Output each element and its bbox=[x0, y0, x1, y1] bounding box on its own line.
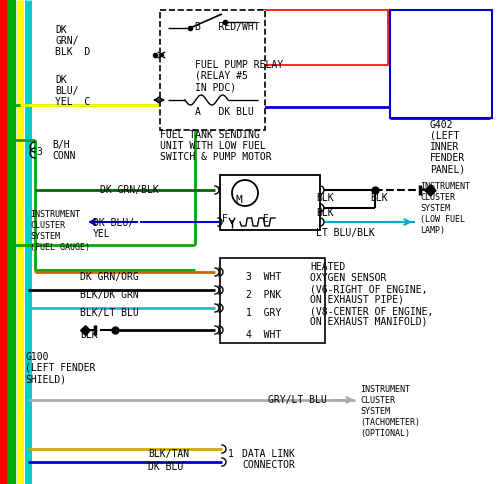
Text: CLUSTER: CLUSTER bbox=[30, 221, 65, 230]
Text: SYSTEM: SYSTEM bbox=[30, 232, 60, 241]
Bar bbox=[220, 175, 320, 230]
Text: BLK: BLK bbox=[316, 193, 334, 203]
Text: INNER: INNER bbox=[430, 142, 460, 152]
Text: 3: 3 bbox=[36, 147, 42, 157]
Text: FUEL TANK SENDING: FUEL TANK SENDING bbox=[160, 130, 260, 140]
Text: CLUSTER: CLUSTER bbox=[360, 396, 395, 405]
Text: (FUEL GAUGE): (FUEL GAUGE) bbox=[30, 243, 90, 252]
Bar bbox=[160, 10, 265, 130]
Text: LAMP): LAMP) bbox=[420, 226, 445, 235]
Text: IN PDC): IN PDC) bbox=[195, 82, 236, 92]
Text: INSTRUMENT: INSTRUMENT bbox=[360, 385, 410, 394]
Text: DK GRN/ORG: DK GRN/ORG bbox=[80, 272, 139, 282]
Text: DK: DK bbox=[55, 25, 67, 35]
Text: 3  WHT: 3 WHT bbox=[246, 272, 281, 282]
Text: GRN/: GRN/ bbox=[55, 36, 78, 46]
Text: 4  WHT: 4 WHT bbox=[246, 330, 281, 340]
Text: F: F bbox=[222, 214, 228, 224]
Text: DK BLU: DK BLU bbox=[148, 462, 183, 472]
Text: A   DK BLU: A DK BLU bbox=[195, 107, 254, 117]
Bar bbox=[390, 10, 492, 118]
Bar bbox=[258, 10, 388, 65]
Text: DK: DK bbox=[55, 75, 67, 85]
Text: CONNECTOR: CONNECTOR bbox=[242, 460, 295, 470]
Text: B/H: B/H bbox=[52, 140, 70, 150]
Text: (LOW FUEL: (LOW FUEL bbox=[420, 215, 465, 224]
Text: GRY/LT BLU: GRY/LT BLU bbox=[268, 395, 327, 405]
Text: E: E bbox=[262, 214, 268, 224]
Text: UNIT WITH LOW FUEL: UNIT WITH LOW FUEL bbox=[160, 141, 266, 151]
Text: (RELAY #5: (RELAY #5 bbox=[195, 71, 248, 81]
Text: SHIELD): SHIELD) bbox=[25, 374, 66, 384]
Text: YEL: YEL bbox=[93, 229, 110, 239]
Text: SYSTEM: SYSTEM bbox=[360, 407, 390, 416]
Text: G100: G100 bbox=[25, 352, 48, 362]
Text: FUEL PUMP RELAY: FUEL PUMP RELAY bbox=[195, 60, 283, 70]
Text: BLK/TAN: BLK/TAN bbox=[148, 449, 189, 459]
Text: BLK  D: BLK D bbox=[55, 47, 90, 57]
Text: M: M bbox=[236, 195, 243, 205]
Text: (OPTIONAL): (OPTIONAL) bbox=[360, 429, 410, 438]
Text: (LEFT FENDER: (LEFT FENDER bbox=[25, 363, 96, 373]
Text: (TACHOMETER): (TACHOMETER) bbox=[360, 418, 420, 427]
Bar bbox=[220, 258, 325, 343]
Text: 2  PNK: 2 PNK bbox=[246, 290, 281, 300]
Text: DK GRN/BLK: DK GRN/BLK bbox=[100, 185, 159, 195]
Text: (V8-CENTER OF ENGINE,: (V8-CENTER OF ENGINE, bbox=[310, 306, 434, 316]
Text: G402: G402 bbox=[430, 120, 454, 130]
Text: CONN: CONN bbox=[52, 151, 76, 161]
Text: INSTRUMENT: INSTRUMENT bbox=[420, 182, 470, 191]
Text: PANEL): PANEL) bbox=[430, 164, 465, 174]
Text: YEL  C: YEL C bbox=[55, 97, 90, 107]
Text: 1  GRY: 1 GRY bbox=[246, 308, 281, 318]
Text: BLK: BLK bbox=[316, 208, 334, 218]
Text: LT BLU/BLK: LT BLU/BLK bbox=[316, 228, 375, 238]
Text: BLK/LT BLU: BLK/LT BLU bbox=[80, 308, 139, 318]
Text: SWITCH & PUMP MOTOR: SWITCH & PUMP MOTOR bbox=[160, 152, 272, 162]
Text: FENDER: FENDER bbox=[430, 153, 465, 163]
Text: BLK: BLK bbox=[370, 193, 388, 203]
Text: DATA LINK: DATA LINK bbox=[242, 449, 295, 459]
Text: (V6-RIGHT OF ENGINE,: (V6-RIGHT OF ENGINE, bbox=[310, 284, 428, 294]
Text: CLUSTER: CLUSTER bbox=[420, 193, 455, 202]
Text: BLK/DK GRN: BLK/DK GRN bbox=[80, 290, 139, 300]
Text: HEATED: HEATED bbox=[310, 262, 345, 272]
Text: (LEFT: (LEFT bbox=[430, 131, 460, 141]
Text: ON EXHAUST PIPE): ON EXHAUST PIPE) bbox=[310, 295, 404, 305]
Text: ON EXHAUST MANIFOLD): ON EXHAUST MANIFOLD) bbox=[310, 317, 428, 327]
Text: SYSTEM: SYSTEM bbox=[420, 204, 450, 213]
Text: 1: 1 bbox=[228, 449, 234, 459]
Text: DK BLU/: DK BLU/ bbox=[93, 218, 134, 228]
Text: INSTRUMENT: INSTRUMENT bbox=[30, 210, 80, 219]
Text: BLU/: BLU/ bbox=[55, 86, 78, 96]
Text: OXYGEN SENSOR: OXYGEN SENSOR bbox=[310, 273, 386, 283]
Text: B   RED/WHT: B RED/WHT bbox=[195, 22, 260, 32]
Text: BLK: BLK bbox=[80, 330, 98, 340]
